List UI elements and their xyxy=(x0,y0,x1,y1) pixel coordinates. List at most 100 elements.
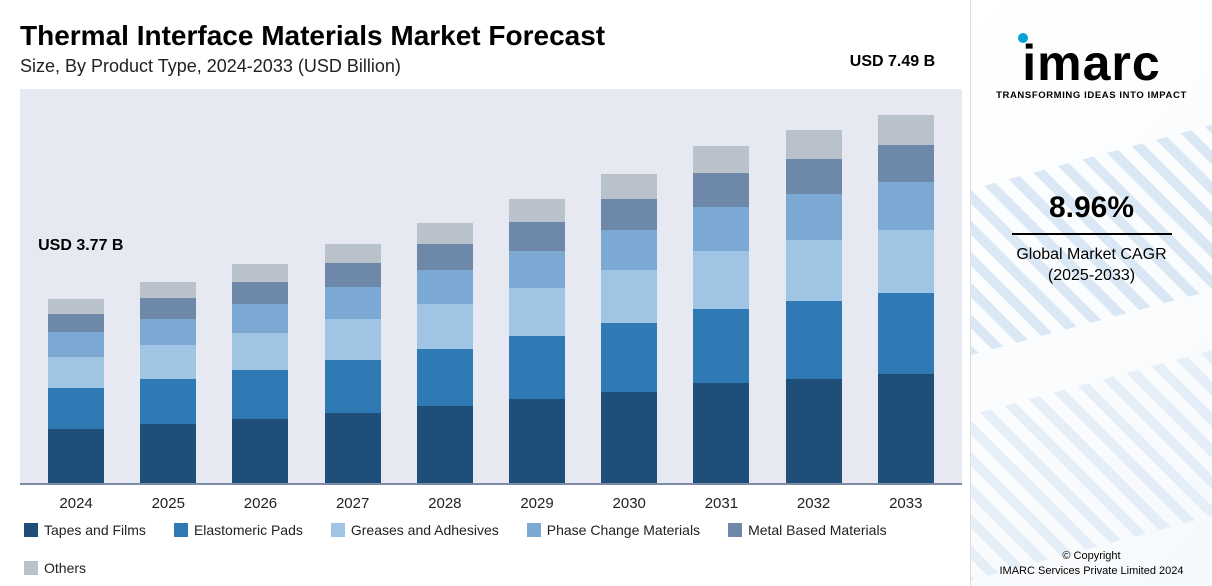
legend-label: Others xyxy=(44,560,86,576)
x-tick-label: 2030 xyxy=(601,495,657,512)
bar-segment xyxy=(693,173,749,207)
bar-segment xyxy=(232,370,288,419)
bar-segment xyxy=(509,222,565,251)
bar-segment xyxy=(417,349,473,407)
bar-segment xyxy=(693,309,749,384)
bar-2030 xyxy=(601,174,657,485)
legend-label: Phase Change Materials xyxy=(547,522,700,538)
cagr-block: 8.96% Global Market CAGR (2025-2033) xyxy=(1012,191,1172,287)
bar-segment xyxy=(786,379,842,485)
bar-segment xyxy=(417,244,473,270)
legend-item: Tapes and Films xyxy=(24,522,146,538)
bar-segment xyxy=(693,146,749,173)
legend-item: Phase Change Materials xyxy=(527,522,700,538)
logo-dot-icon xyxy=(1018,33,1028,43)
legend-label: Elastomeric Pads xyxy=(194,522,303,538)
copyright-text: © Copyright IMARC Services Private Limit… xyxy=(999,549,1183,578)
bar-segment xyxy=(325,244,381,263)
x-tick-label: 2025 xyxy=(140,495,196,512)
bar-2033: USD 7.49 B xyxy=(878,115,934,485)
x-tick-label: 2031 xyxy=(693,495,749,512)
bar-segment xyxy=(232,333,288,371)
chart-title: Thermal Interface Materials Market Forec… xyxy=(20,20,962,52)
bar-segment xyxy=(878,374,934,485)
bar-segment xyxy=(786,194,842,240)
bar-callout: USD 7.49 B xyxy=(850,53,935,71)
x-tick-label: 2026 xyxy=(232,495,288,512)
bar-segment xyxy=(417,270,473,304)
legend-swatch-icon xyxy=(331,523,345,537)
bar-segment xyxy=(693,251,749,309)
bar-segment xyxy=(601,392,657,485)
bar-segment xyxy=(140,345,196,380)
bar-segment xyxy=(693,383,749,485)
bar-segment xyxy=(601,230,657,270)
legend-label: Greases and Adhesives xyxy=(351,522,499,538)
x-tick-label: 2029 xyxy=(509,495,565,512)
brand-logo: imarc TRANSFORMING IDEAS INTO IMPACT xyxy=(996,20,1187,101)
bar-segment xyxy=(48,357,104,389)
bar-segment xyxy=(509,288,565,337)
bar-segment xyxy=(786,159,842,194)
x-tick-label: 2033 xyxy=(878,495,934,512)
divider xyxy=(1012,233,1172,235)
bar-segment xyxy=(509,399,565,485)
bar-segment xyxy=(693,207,749,251)
bar-segment xyxy=(48,299,104,314)
bar-segment xyxy=(878,115,934,145)
bar-2026 xyxy=(232,264,288,485)
bar-segment xyxy=(48,314,104,333)
legend: Tapes and Films Elastomeric Pads Greases a… xyxy=(20,512,962,576)
chart-subtitle: Size, By Product Type, 2024-2033 (USD Bi… xyxy=(20,56,962,77)
copyright-line2: IMARC Services Private Limited 2024 xyxy=(999,565,1183,577)
bar-segment xyxy=(601,199,657,230)
bar-segment xyxy=(509,336,565,399)
cagr-value: 8.96% xyxy=(1012,191,1172,225)
copyright-line1: © Copyright xyxy=(1062,550,1120,562)
bar-segment xyxy=(786,130,842,158)
x-tick-label: 2024 xyxy=(48,495,104,512)
legend-item: Others xyxy=(24,560,86,576)
bar-segment xyxy=(417,406,473,485)
bar-segment xyxy=(232,304,288,333)
legend-swatch-icon xyxy=(728,523,742,537)
bar-segment xyxy=(601,323,657,391)
x-tick-label: 2027 xyxy=(325,495,381,512)
bar-segment xyxy=(417,223,473,244)
bar-2032 xyxy=(786,130,842,485)
bar-segment xyxy=(325,263,381,287)
x-axis-line xyxy=(20,483,962,485)
legend-swatch-icon xyxy=(24,561,38,575)
legend-swatch-icon xyxy=(24,523,38,537)
bar-segment xyxy=(325,360,381,413)
bar-segment xyxy=(878,230,934,293)
bar-2025 xyxy=(140,282,196,485)
legend-label: Tapes and Films xyxy=(44,522,146,538)
bar-2029 xyxy=(509,199,565,485)
cagr-label-line1: Global Market CAGR xyxy=(1016,246,1166,263)
bar-segment xyxy=(509,199,565,222)
logo-tagline: TRANSFORMING IDEAS INTO IMPACT xyxy=(996,90,1187,101)
bar-segment xyxy=(140,424,196,485)
side-panel: imarc TRANSFORMING IDEAS INTO IMPACT 8.9… xyxy=(970,0,1212,586)
bar-segment xyxy=(48,429,104,485)
bar-segment xyxy=(232,282,288,304)
bar-segment xyxy=(878,293,934,374)
bar-segment xyxy=(325,319,381,360)
bar-segment xyxy=(232,419,288,485)
x-tick-label: 2028 xyxy=(417,495,473,512)
x-tick-label: 2032 xyxy=(786,495,842,512)
bar-segment xyxy=(140,319,196,345)
chart-plot-area: USD 3.77 B USD 7.49 B xyxy=(20,89,962,485)
legend-label: Metal Based Materials xyxy=(748,522,887,538)
bar-segment xyxy=(786,240,842,300)
bar-2028 xyxy=(417,223,473,485)
bar-segment xyxy=(232,264,288,282)
legend-item: Elastomeric Pads xyxy=(174,522,303,538)
bar-2024: USD 3.77 B xyxy=(48,299,104,485)
bar-segment xyxy=(140,298,196,318)
bar-segment xyxy=(48,388,104,429)
bar-segment xyxy=(878,145,934,182)
bar-segment xyxy=(601,174,657,199)
logo-wordmark: imarc xyxy=(996,38,1187,88)
